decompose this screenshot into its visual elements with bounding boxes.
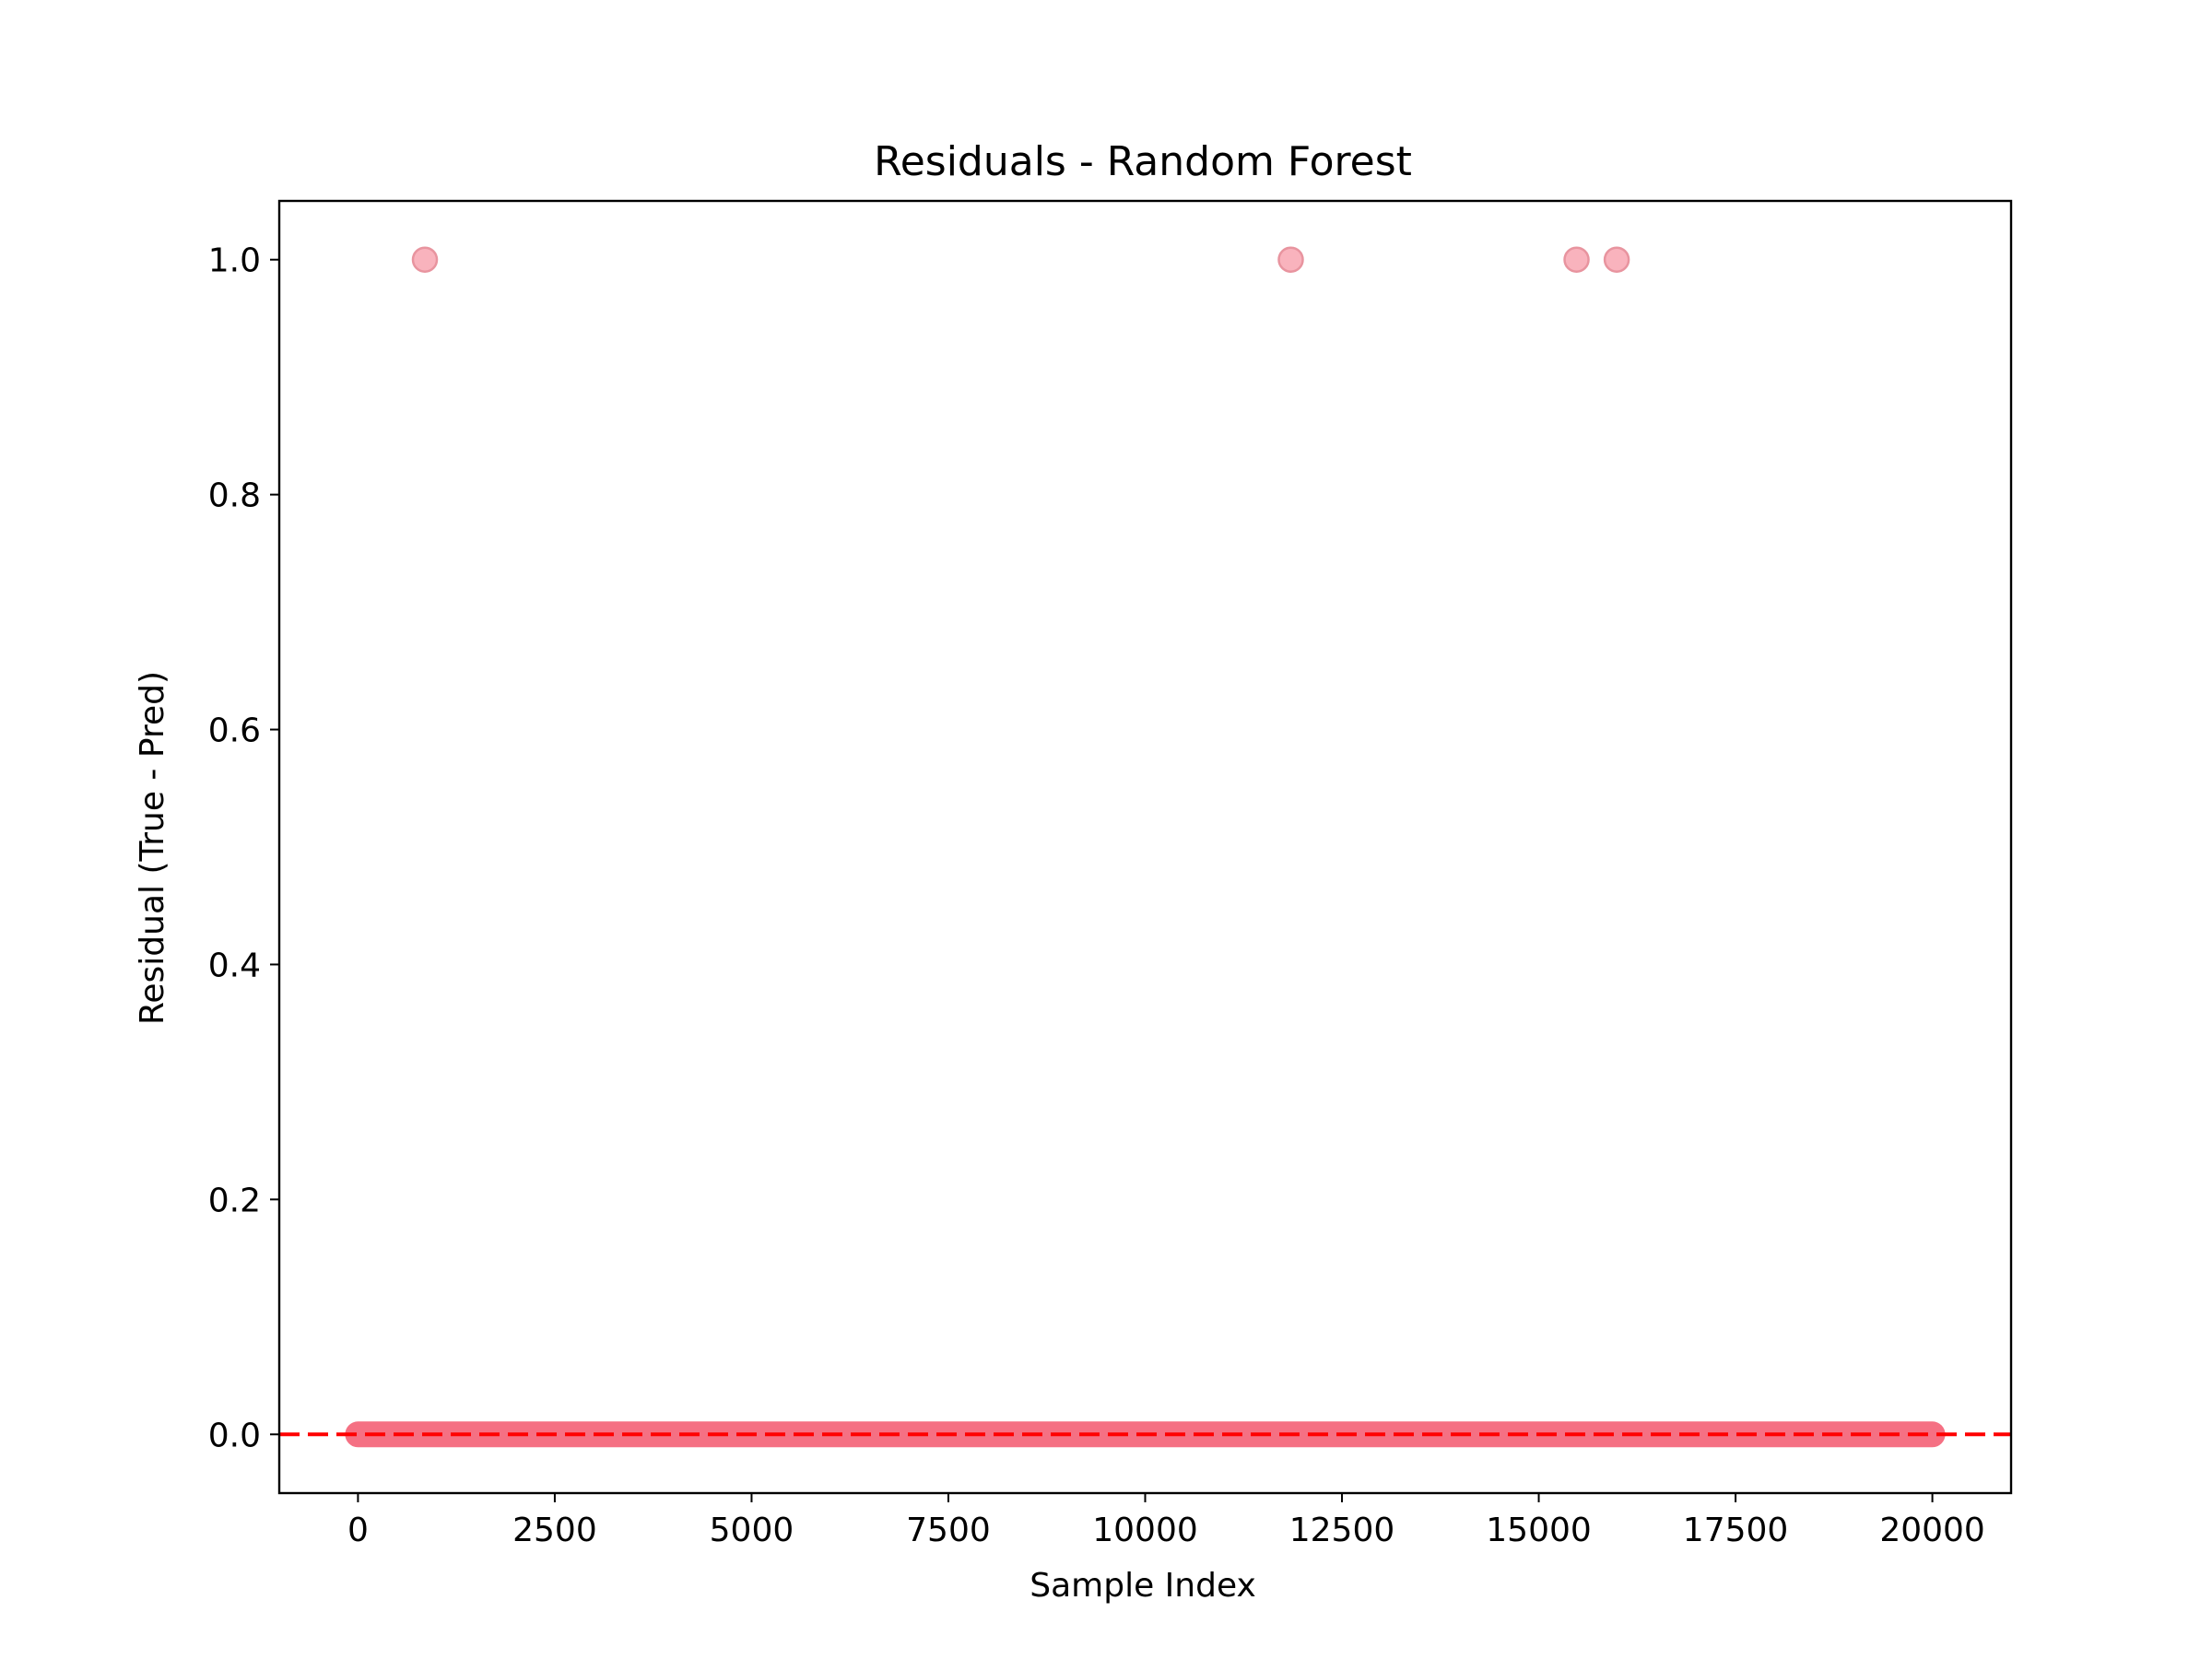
x-tick-label: 10000 [1092,1512,1198,1549]
plot-area [279,246,2011,1448]
x-tick-label: 17500 [1683,1512,1789,1549]
x-axis-label: Sample Index [1030,1567,1256,1605]
y-tick-label: 0.6 [208,712,261,750]
x-tick-label: 15000 [1486,1512,1592,1549]
x-tick-label: 12500 [1289,1512,1395,1549]
data-point [1277,246,1304,273]
y-tick-label: 0.2 [208,1182,261,1219]
y-tick-label: 0.4 [208,947,261,984]
y-axis-label: Residual (True - Pred) [134,671,171,1025]
data-point [1563,246,1590,273]
x-axis: 0 2500 5000 7500 10000 12500 15000 17500 20000 [347,1493,1985,1549]
y-tick-label: 1.0 [208,242,261,280]
y-axis: 0.0 0.2 0.4 0.6 0.8 1.0 [208,242,279,1454]
x-tick-label: 0 [347,1512,369,1549]
chart-title: Residuals - Random Forest [874,138,1412,185]
x-tick-label: 7500 [906,1512,991,1549]
x-tick-label: 20000 [1879,1512,1985,1549]
x-tick-label: 5000 [710,1512,794,1549]
x-tick-label: 2500 [512,1512,597,1549]
y-tick-label: 0.8 [208,477,261,515]
data-point [411,246,439,273]
y-tick-label: 0.0 [208,1417,261,1454]
data-point [1603,246,1630,273]
